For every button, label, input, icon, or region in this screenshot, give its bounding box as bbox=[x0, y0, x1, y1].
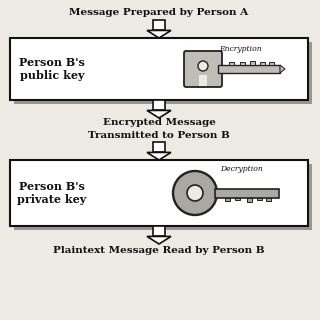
Polygon shape bbox=[147, 152, 171, 160]
Circle shape bbox=[173, 171, 217, 215]
Text: Encrypted Message
Transmitted to Person B: Encrypted Message Transmitted to Person … bbox=[88, 118, 230, 140]
Bar bbox=[225, 197, 230, 201]
Bar bbox=[247, 197, 252, 202]
Polygon shape bbox=[147, 30, 171, 38]
Bar bbox=[199, 75, 207, 86]
Text: Person B's
public key: Person B's public key bbox=[19, 57, 85, 81]
Polygon shape bbox=[147, 236, 171, 244]
Bar bbox=[266, 197, 271, 201]
Bar bbox=[10, 38, 308, 100]
Text: Person B's
private key: Person B's private key bbox=[17, 181, 87, 205]
Polygon shape bbox=[153, 142, 165, 152]
Bar bbox=[236, 197, 241, 200]
FancyBboxPatch shape bbox=[184, 51, 222, 87]
Bar bbox=[250, 61, 255, 65]
Bar bbox=[229, 62, 234, 65]
Bar bbox=[269, 62, 274, 65]
Bar bbox=[240, 62, 245, 65]
Bar bbox=[14, 42, 312, 104]
Bar bbox=[218, 65, 280, 73]
Bar bbox=[260, 62, 265, 65]
Text: Message Prepared by Person A: Message Prepared by Person A bbox=[69, 8, 249, 17]
Polygon shape bbox=[280, 65, 285, 73]
Bar bbox=[215, 188, 279, 197]
Polygon shape bbox=[147, 110, 171, 118]
Bar bbox=[10, 160, 308, 226]
Bar bbox=[14, 164, 312, 230]
Text: Encryption: Encryption bbox=[219, 45, 261, 53]
Bar bbox=[257, 197, 262, 200]
Polygon shape bbox=[153, 100, 165, 110]
Polygon shape bbox=[153, 226, 165, 236]
Circle shape bbox=[187, 185, 203, 201]
Circle shape bbox=[198, 61, 208, 71]
Text: Decryption: Decryption bbox=[220, 165, 262, 173]
Polygon shape bbox=[153, 20, 165, 30]
Text: Plaintext Message Read by Person B: Plaintext Message Read by Person B bbox=[53, 246, 265, 255]
